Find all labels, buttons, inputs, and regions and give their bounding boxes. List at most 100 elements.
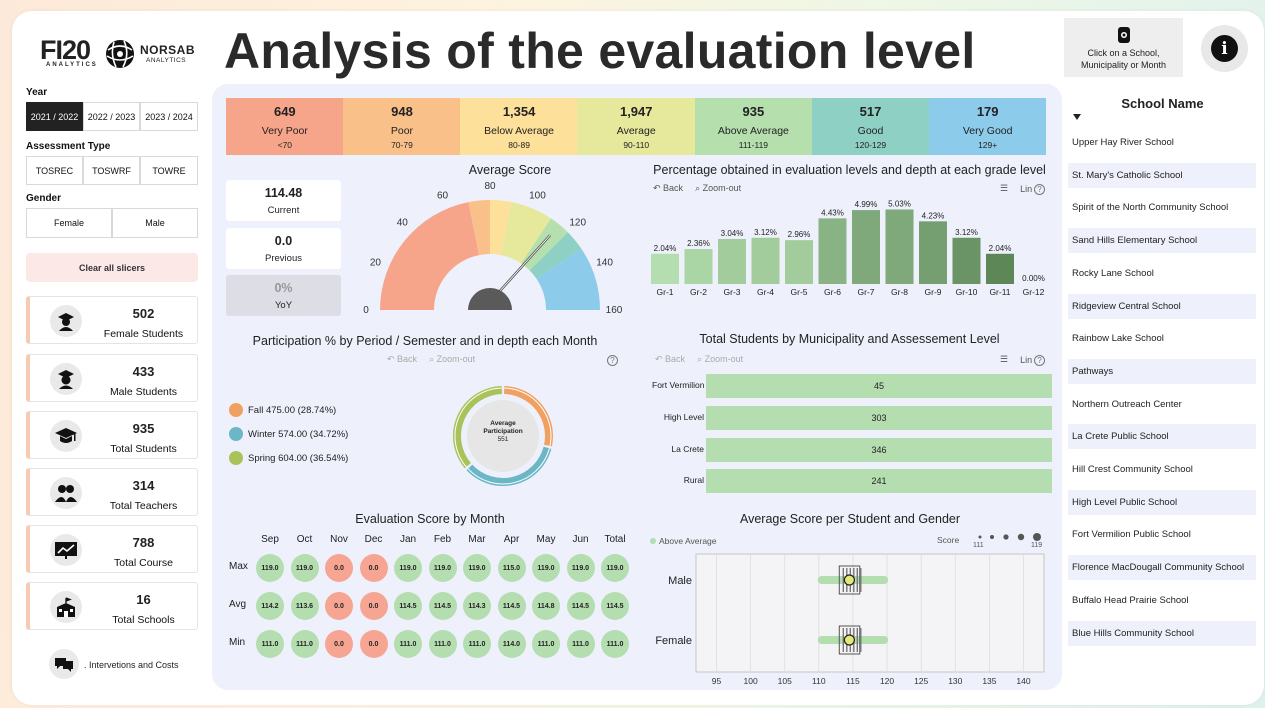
grade-bar[interactable] xyxy=(952,237,981,284)
year-option-2022[interactable]: 2022 / 2023 xyxy=(83,102,140,131)
eval-score-dot[interactable]: 111.0 xyxy=(256,630,284,658)
municipality-row[interactable]: La Crete 346 xyxy=(652,438,1052,462)
school-list-item[interactable]: Ridgeview Central School xyxy=(1068,293,1256,319)
eval-score-dot[interactable]: 0.0 xyxy=(359,592,388,620)
eval-score-dot[interactable]: 119.0 xyxy=(428,554,457,582)
eval-score-dot[interactable]: 0.0 xyxy=(325,592,353,620)
level-above-average[interactable]: 935 Above Average 111-119 xyxy=(694,98,813,155)
eval-score-dot[interactable]: 0.0 xyxy=(325,630,353,658)
municipality-bar[interactable]: 45 xyxy=(706,374,1052,398)
municipality-row[interactable]: Fort Vermilion 45 xyxy=(652,374,1052,398)
eval-score-dot[interactable]: 119.0 xyxy=(290,554,319,582)
help-icon[interactable]: ? xyxy=(607,355,618,366)
eval-score-dot[interactable]: 111.0 xyxy=(290,630,319,658)
school-list-item[interactable]: Sand Hills Elementary School xyxy=(1068,228,1256,254)
assessment-option-toswrf[interactable]: TOSWRF xyxy=(83,156,140,185)
grade-bar[interactable] xyxy=(852,210,880,284)
grade-bar[interactable] xyxy=(818,218,847,284)
clear-slicers-button[interactable]: Clear all slicers xyxy=(26,253,198,282)
back-button[interactable]: ↶ Back xyxy=(653,183,684,193)
municipality-row[interactable]: High Level 303 xyxy=(652,406,1052,430)
mean-marker[interactable] xyxy=(843,574,855,586)
eval-score-dot[interactable]: 119.0 xyxy=(532,554,560,582)
eval-score-dot[interactable]: 114.0 xyxy=(497,630,526,658)
level-good[interactable]: 517 Good 120-129 xyxy=(811,98,930,155)
info-button[interactable]: i xyxy=(1201,25,1248,72)
eval-score-dot[interactable]: 0.0 xyxy=(359,554,388,582)
eval-score-dot[interactable]: 111.0 xyxy=(394,630,422,658)
eval-score-dot[interactable]: 114.5 xyxy=(497,592,526,620)
eval-score-dot[interactable]: 114.8 xyxy=(532,592,560,620)
level-poor[interactable]: 948 Poor 70-79 xyxy=(343,98,461,155)
grade-bar[interactable] xyxy=(785,240,813,284)
school-list-item[interactable]: Spirit of the North Community School xyxy=(1072,202,1229,214)
municipality-bar[interactable]: 241 xyxy=(706,469,1052,493)
lin-toggle[interactable]: ☰ Lin xyxy=(1000,183,1033,194)
assessment-option-tosrec[interactable]: TOSREC xyxy=(26,156,83,185)
school-list-item[interactable]: Rainbow Lake School xyxy=(1072,333,1164,345)
eval-score-dot[interactable]: 119.0 xyxy=(463,554,491,582)
help-icon[interactable]: ? xyxy=(1034,355,1045,366)
grade-bar[interactable] xyxy=(751,237,780,284)
level-average[interactable]: 1,947 Average 90-110 xyxy=(577,98,696,155)
school-list-item[interactable]: Hill Crest Community School xyxy=(1072,464,1193,475)
school-list-item[interactable]: Northern Outreach Center xyxy=(1072,398,1182,410)
eval-score-dot[interactable]: 114.5 xyxy=(428,592,457,620)
year-option-2021[interactable]: 2021 / 2022 xyxy=(26,102,83,131)
school-list-item[interactable]: Fort Vermilion Public School xyxy=(1072,529,1191,541)
school-list-item[interactable]: Blue Hills Community School xyxy=(1068,620,1256,646)
eval-score-dot[interactable]: 114.5 xyxy=(394,592,422,620)
grade-bar[interactable] xyxy=(986,253,1014,284)
eval-score-dot[interactable]: 119.0 xyxy=(256,554,284,582)
grade-bar[interactable] xyxy=(684,249,713,284)
eval-score-dot[interactable]: 111.0 xyxy=(566,630,595,658)
grade-bar[interactable] xyxy=(919,221,947,284)
school-list-item[interactable]: Rocky Lane School xyxy=(1072,267,1154,279)
interventions-link[interactable]: . Intervetions and Costs xyxy=(48,648,208,680)
school-list-item[interactable]: Pathways xyxy=(1068,358,1256,384)
eval-score-dot[interactable]: 111.0 xyxy=(463,630,491,658)
help-icon[interactable]: ? xyxy=(1034,184,1045,195)
grade-bar[interactable] xyxy=(651,253,679,284)
eval-score-dot[interactable]: 119.0 xyxy=(566,554,595,582)
score-box[interactable] xyxy=(838,565,861,595)
level-below-average[interactable]: 1,354 Below Average 80-89 xyxy=(460,98,578,155)
eval-score-dot[interactable]: 111.0 xyxy=(601,630,629,658)
school-list-item[interactable]: La Crete Public School xyxy=(1068,424,1256,450)
score-box[interactable] xyxy=(838,625,861,655)
eval-score-dot[interactable]: 113.6 xyxy=(290,592,319,620)
year-option-2023[interactable]: 2023 / 2024 xyxy=(140,102,198,131)
gender-option-female[interactable]: Female xyxy=(26,208,112,238)
back-button[interactable]: ↶ Back xyxy=(387,354,418,364)
back-button[interactable]: ↶ Back xyxy=(655,354,686,364)
municipality-bar[interactable]: 303 xyxy=(706,406,1052,430)
zoom-out-button[interactable]: ⌕ Zoom-out xyxy=(429,354,476,364)
gender-option-male[interactable]: Male xyxy=(112,208,198,238)
eval-score-dot[interactable]: 114.3 xyxy=(463,592,491,620)
eval-score-dot[interactable]: 115.0 xyxy=(497,554,526,582)
lin-toggle[interactable]: ☰ Lin xyxy=(1000,354,1033,365)
level-very-good[interactable]: 179 Very Good 129+ xyxy=(928,98,1047,155)
zoom-out-button[interactable]: ⌕ Zoom-out xyxy=(695,183,742,193)
grade-bar[interactable] xyxy=(718,238,746,284)
donut-slice[interactable] xyxy=(504,386,553,447)
level-very-poor[interactable]: 649 Very Poor <70 xyxy=(226,98,344,155)
school-list-item[interactable]: High Level Public School xyxy=(1068,489,1256,515)
assessment-option-towre[interactable]: TOWRE xyxy=(140,156,198,185)
eval-score-dot[interactable]: 114.5 xyxy=(601,592,629,620)
zoom-out-button[interactable]: ⌕ Zoom-out xyxy=(697,354,744,364)
eval-score-dot[interactable]: 119.0 xyxy=(601,554,629,582)
eval-score-dot[interactable]: 111.0 xyxy=(532,630,560,658)
school-list-item[interactable]: Buffalo Head Prairie School xyxy=(1072,594,1189,606)
eval-score-dot[interactable]: 119.0 xyxy=(394,554,422,582)
eval-score-dot[interactable]: 114.5 xyxy=(566,592,595,620)
school-list-item[interactable]: St. Mary's Catholic School xyxy=(1068,162,1256,188)
grade-bar[interactable] xyxy=(885,209,914,284)
mean-marker[interactable] xyxy=(843,634,855,646)
eval-score-dot[interactable]: 114.2 xyxy=(256,592,284,620)
municipality-bar[interactable]: 346 xyxy=(706,438,1052,462)
school-list-item[interactable]: Florence MacDougall Community School xyxy=(1068,555,1256,581)
school-list-item[interactable]: Upper Hay River School xyxy=(1072,137,1174,148)
eval-score-dot[interactable]: 111.0 xyxy=(428,630,457,658)
eval-score-dot[interactable]: 0.0 xyxy=(359,630,388,658)
